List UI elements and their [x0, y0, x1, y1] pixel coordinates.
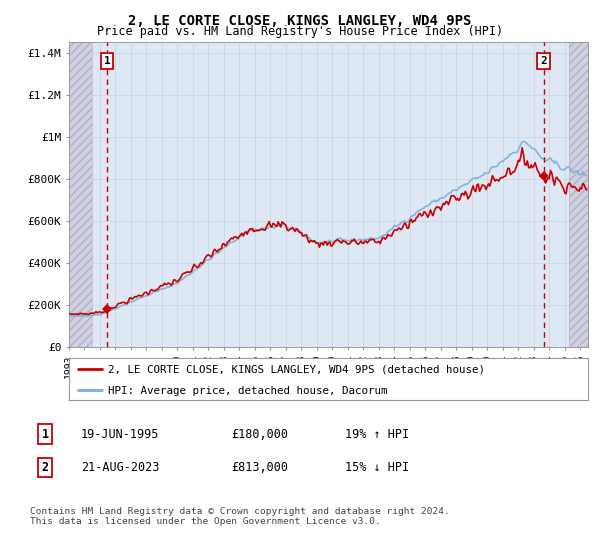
Text: 2, LE CORTE CLOSE, KINGS LANGLEY, WD4 9PS (detached house): 2, LE CORTE CLOSE, KINGS LANGLEY, WD4 9P…: [108, 365, 485, 375]
Text: 2, LE CORTE CLOSE, KINGS LANGLEY, WD4 9PS: 2, LE CORTE CLOSE, KINGS LANGLEY, WD4 9P…: [128, 14, 472, 28]
Bar: [69, 42, 92, 347]
Text: Price paid vs. HM Land Registry's House Price Index (HPI): Price paid vs. HM Land Registry's House …: [97, 25, 503, 38]
Text: 19-JUN-1995: 19-JUN-1995: [81, 427, 160, 441]
Text: 15% ↓ HPI: 15% ↓ HPI: [345, 461, 409, 474]
Text: 2: 2: [41, 461, 49, 474]
Text: 2: 2: [540, 56, 547, 66]
Bar: [69, 42, 92, 347]
Text: Contains HM Land Registry data © Crown copyright and database right 2024.
This d: Contains HM Land Registry data © Crown c…: [30, 507, 450, 526]
Text: 1: 1: [104, 56, 110, 66]
Text: HPI: Average price, detached house, Dacorum: HPI: Average price, detached house, Daco…: [108, 386, 388, 396]
Bar: [569, 42, 588, 347]
Text: £180,000: £180,000: [231, 427, 288, 441]
Text: £813,000: £813,000: [231, 461, 288, 474]
Text: 21-AUG-2023: 21-AUG-2023: [81, 461, 160, 474]
Text: 19% ↑ HPI: 19% ↑ HPI: [345, 427, 409, 441]
Text: 1: 1: [41, 427, 49, 441]
Bar: [569, 42, 588, 347]
